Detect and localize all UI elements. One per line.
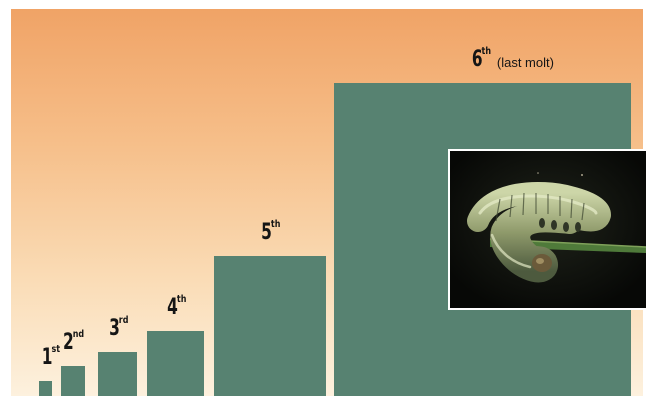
bar-label-ordinal-suffix: rd (118, 315, 129, 326)
bar-5th (214, 256, 326, 396)
bar-label-number: 5 (261, 220, 272, 245)
bar-label-ordinal-suffix: th (271, 219, 281, 230)
bar-label-number: 3 (108, 316, 120, 341)
bar-label-note: (last molt) (493, 55, 554, 70)
bar-2nd (61, 366, 85, 396)
bar-1st (39, 381, 52, 396)
caterpillar-illustration (450, 151, 646, 308)
bar-3rd (98, 352, 137, 396)
bar-label-number: 2 (62, 330, 74, 355)
bar-label-ordinal-suffix: th (481, 46, 491, 57)
bar-label-1st: 1st (37, 344, 62, 370)
bar-label-3rd: 3rd (104, 315, 130, 341)
bar-4th (147, 331, 204, 396)
bar-label-6th: 6th (last molt) (467, 46, 554, 72)
bar-label-4th: 4th (162, 294, 188, 320)
bar-label-ordinal-suffix: nd (73, 329, 85, 340)
caterpillar-photo (448, 149, 648, 310)
bar-label-number: 1 (41, 345, 52, 370)
bar-label-number: 4 (166, 295, 178, 320)
bar-label-ordinal-suffix: th (176, 294, 187, 305)
bar-label-5th: 5th (257, 219, 283, 245)
bar-label-number: 6 (471, 47, 482, 72)
bar-label-2nd: 2nd (59, 329, 88, 355)
bar-label-ordinal-suffix: st (51, 344, 60, 355)
